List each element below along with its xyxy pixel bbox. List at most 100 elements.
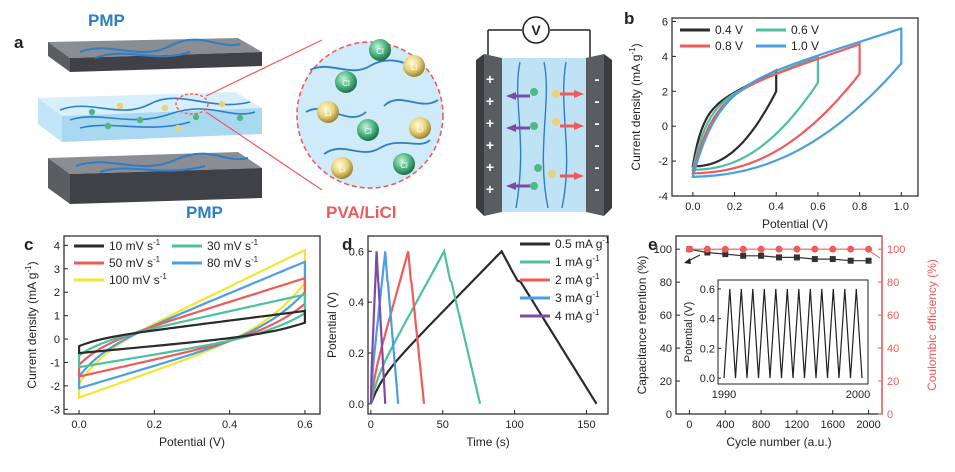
panel-b-ytick-label: 6: [662, 16, 668, 28]
panel-d-ticks: 0 50 100 150 0.0 0.2 0.4 0.6: [349, 246, 596, 431]
bottom-electrode-slab: [48, 152, 262, 204]
zoom-line-bottom: [205, 111, 323, 191]
panel-e-inset-ytick-label: 0.6: [700, 284, 715, 296]
panel-c-ytick-label: -2: [50, 381, 60, 393]
cl-ion-4: Cl: [393, 153, 415, 175]
panel-a-schematic: a PMP: [14, 11, 612, 222]
panel-d-xtick-label: 150: [577, 419, 595, 431]
panel-e-efficiency-point: [793, 245, 801, 253]
panel-b-xlabel: Potential (V): [762, 217, 828, 231]
svg-text:Cl: Cl: [342, 79, 350, 88]
minus-sign-1: -: [595, 71, 600, 88]
legend-b-1-0v: 1.0 V: [791, 39, 819, 53]
panel-e-xtick-label: 400: [716, 419, 734, 431]
panel-b-frame: [671, 17, 919, 197]
panel-e-xtick-label: 0: [686, 419, 692, 431]
panel-label-b: b: [624, 9, 634, 28]
panel-label-e: e: [648, 235, 657, 254]
zoom-line-top: [205, 39, 323, 97]
pva-licl-label: PVA/LiCl: [326, 203, 397, 222]
panel-e-retention-point: [722, 251, 729, 258]
panel-e-ticks: 0 400 800 1200 1600 2000 0 20 40 60 80 100 0 20 40 60 80…: [654, 244, 906, 431]
panel-e-inset-xtick-left: 1990: [712, 389, 736, 401]
panel-b-xtick-label: 0.8: [852, 201, 867, 213]
panel-e-retention-point: [793, 254, 800, 261]
panel-e-ytick-label: 60: [660, 310, 672, 322]
li-ion-4: Li: [331, 157, 353, 179]
panel-e-ytick-right-label: 100: [887, 244, 905, 256]
svg-text:Li: Li: [339, 165, 345, 174]
minus-sign-2: -: [595, 93, 600, 110]
panel-e-ytick-right-label: 0: [887, 409, 893, 421]
legend-d-3: 3 mA g-1: [555, 290, 600, 305]
panel-e-ytick-label: 80: [660, 277, 672, 289]
panel-e-ylabel-right: Coulombic efficiency (%): [925, 259, 939, 391]
li-ion-3: Li: [409, 117, 431, 139]
panel-d-ytick-label: 0.6: [349, 246, 364, 258]
panel-e-xtick-label: 1600: [820, 419, 844, 431]
panel-d-ytick-label: 0.0: [349, 399, 364, 411]
panel-label-d: d: [342, 235, 352, 254]
panel-c-ytick-label: 3: [54, 264, 60, 276]
legend-c-100: 100 mV s-1: [109, 272, 167, 287]
panel-e-retention-point: [811, 256, 818, 263]
panel-e-ytick-right-label: 80: [887, 277, 899, 289]
panel-c-ytick-label: 0: [54, 334, 60, 346]
electrolyte-slab: [38, 92, 262, 142]
legend-d-1: 1 mA g-1: [555, 254, 600, 269]
svg-text:Li: Li: [417, 125, 423, 134]
panel-b-ytick-label: -4: [658, 191, 668, 203]
cl-ion-2: Cl: [335, 71, 357, 93]
panel-c-xtick-label: 0.4: [222, 419, 237, 431]
plus-sign-3: +: [486, 115, 494, 131]
panel-e-efficiency-point: [703, 245, 711, 253]
panel-c-xtick-label: 0.6: [297, 419, 312, 431]
panel-e-ytick-right-label: 60: [887, 310, 899, 322]
panel-d-ylabel: Potential (V): [325, 292, 339, 358]
li-ion-2: Li: [317, 101, 339, 123]
panel-b-legend: 0.4 V 0.6 V 0.8 V 1.0 V: [680, 23, 819, 53]
panel-e-inset-frame: [717, 279, 869, 385]
panel-c-xtick-label: 0.0: [71, 419, 86, 431]
cl-ion-1: Cl: [369, 39, 391, 61]
legend-d-2: 2 mA g-1: [555, 272, 600, 287]
plus-sign-5: +: [486, 159, 494, 175]
panel-b-series-1: [691, 68, 778, 168]
panel-b-ylabel: Current density (mA g-1): [628, 43, 643, 170]
panel-c-frame: [63, 235, 321, 415]
panel-e-ytick-label: 100: [654, 244, 672, 256]
panel-c-series-1: [78, 309, 306, 355]
panel-e-efficiency-point: [757, 245, 765, 253]
plus-sign-4: +: [486, 137, 494, 153]
panel-d-series-3: [369, 251, 426, 404]
panel-e-inset-ytick-label: 0.2: [700, 343, 715, 355]
panel-b-xtick-label: 1.0: [894, 201, 909, 213]
panel-b-series-4: [691, 26, 903, 178]
panel-e-retention-point: [847, 257, 854, 264]
panel-d-series-2: [369, 248, 482, 405]
voltmeter-icon: [522, 16, 550, 44]
panel-d-curves: [369, 248, 598, 405]
panel-d-series-5: [369, 251, 387, 404]
panel-e-retention-point: [829, 256, 836, 263]
legend-b-0-4v: 0.4 V: [715, 23, 743, 37]
panel-b-xtick-label: 0.2: [727, 201, 742, 213]
panel-c-ticks: 0.0 0.2 0.4 0.6 -3 -2 -1 0 1 2 3 4: [50, 240, 312, 431]
panel-b-ytick-label: 4: [662, 51, 668, 63]
legend-b-0-6v: 0.6 V: [791, 23, 819, 37]
panel-e-inset-gcd-trace: [723, 288, 863, 379]
panel-e-efficiency-point: [721, 245, 729, 253]
panel-b-curves: [691, 26, 903, 178]
legend-d-0-5: 0.5 mA g-1: [555, 236, 610, 251]
legend-c-80: 80 mV s-1: [207, 255, 259, 270]
panel-e-inset-ytick-label: 0.0: [700, 373, 715, 385]
panel-d-legend: 0.5 mA g-1 1 mA g-1 2 mA g-1 3 mA g-1 4 …: [520, 236, 610, 323]
panel-d-xtick-label: 100: [505, 419, 523, 431]
pmp-top-label: PMP: [88, 11, 125, 30]
li-ion-1: Li: [403, 55, 425, 77]
legend-c-10: 10 mV s-1: [109, 238, 161, 253]
panel-e-chart: e 0 400 800 1200 1600 2000 0 20 40 60 80 100 0 20 40 60…: [635, 235, 939, 449]
panel-e-xtick-label: 1200: [785, 419, 809, 431]
